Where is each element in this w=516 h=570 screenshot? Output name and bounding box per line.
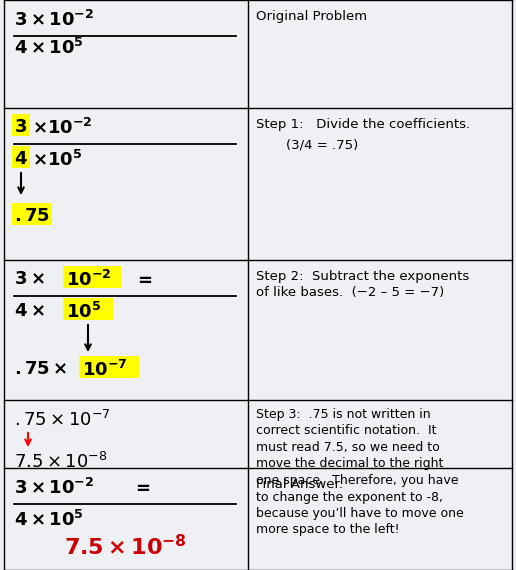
Text: $\mathbf{.75}$: $\mathbf{.75}$ <box>14 207 50 225</box>
Text: $\mathbf{4 \times }$: $\mathbf{4 \times }$ <box>14 302 45 320</box>
Text: $\mathbf{4 \times 10^{5}}$: $\mathbf{4 \times 10^{5}}$ <box>14 38 84 58</box>
Text: $7.5 \times 10^{-8}$: $7.5 \times 10^{-8}$ <box>14 452 107 472</box>
Text: $\mathbf{=}$: $\mathbf{=}$ <box>134 270 153 288</box>
Text: $\mathbf{4 \times 10^{5}}$: $\mathbf{4 \times 10^{5}}$ <box>14 510 84 530</box>
Text: (3/4 = .75): (3/4 = .75) <box>286 138 358 151</box>
Text: $\mathbf{3 \times }$: $\mathbf{3 \times }$ <box>14 270 45 288</box>
Text: $\mathbf{10^{5}}$: $\mathbf{10^{5}}$ <box>66 302 101 322</box>
Bar <box>12 114 30 136</box>
Text: $\mathbf{3 \times 10^{-2}}$: $\mathbf{3 \times 10^{-2}}$ <box>14 10 94 30</box>
Bar <box>63 266 121 288</box>
Text: Final Answer.: Final Answer. <box>256 478 343 491</box>
Text: Step 1:   Divide the coefficients.: Step 1: Divide the coefficients. <box>256 118 470 131</box>
Text: Original Problem: Original Problem <box>256 10 367 23</box>
Bar <box>63 298 113 320</box>
Text: $\mathbf{=}$: $\mathbf{=}$ <box>132 478 151 496</box>
Text: of like bases.  (−2 – 5 = −7): of like bases. (−2 – 5 = −7) <box>256 286 444 299</box>
Text: $\mathbf{3 \times 10^{-2}}$: $\mathbf{3 \times 10^{-2}}$ <box>14 478 94 498</box>
Text: $\mathbf{3}$: $\mathbf{3}$ <box>14 118 27 136</box>
Text: $\mathbf{\times 10^{5}}$: $\mathbf{\times 10^{5}}$ <box>32 150 82 170</box>
Text: $\mathbf{10^{-7}}$: $\mathbf{10^{-7}}$ <box>82 360 127 380</box>
Text: $\mathbf{10^{-2}}$: $\mathbf{10^{-2}}$ <box>66 270 111 290</box>
Text: $\mathbf{4}$: $\mathbf{4}$ <box>14 150 28 168</box>
Text: $.75 \times 10^{-7}$: $.75 \times 10^{-7}$ <box>14 410 111 430</box>
Text: Step 3:  .75 is not written in
correct scientific notation.  It
must read 7.5, s: Step 3: .75 is not written in correct sc… <box>256 408 464 536</box>
Text: $\mathbf{.75 \times }$: $\mathbf{.75 \times }$ <box>14 360 68 378</box>
Bar <box>12 203 52 225</box>
Text: $\mathbf{\times 10^{-2}}$: $\mathbf{\times 10^{-2}}$ <box>32 118 92 138</box>
Text: Step 2:  Subtract the exponents: Step 2: Subtract the exponents <box>256 270 469 283</box>
Bar <box>12 146 30 168</box>
Text: $\mathbf{7.5 \times 10^{-8}}$: $\mathbf{7.5 \times 10^{-8}}$ <box>64 534 187 559</box>
Bar <box>79 356 139 378</box>
